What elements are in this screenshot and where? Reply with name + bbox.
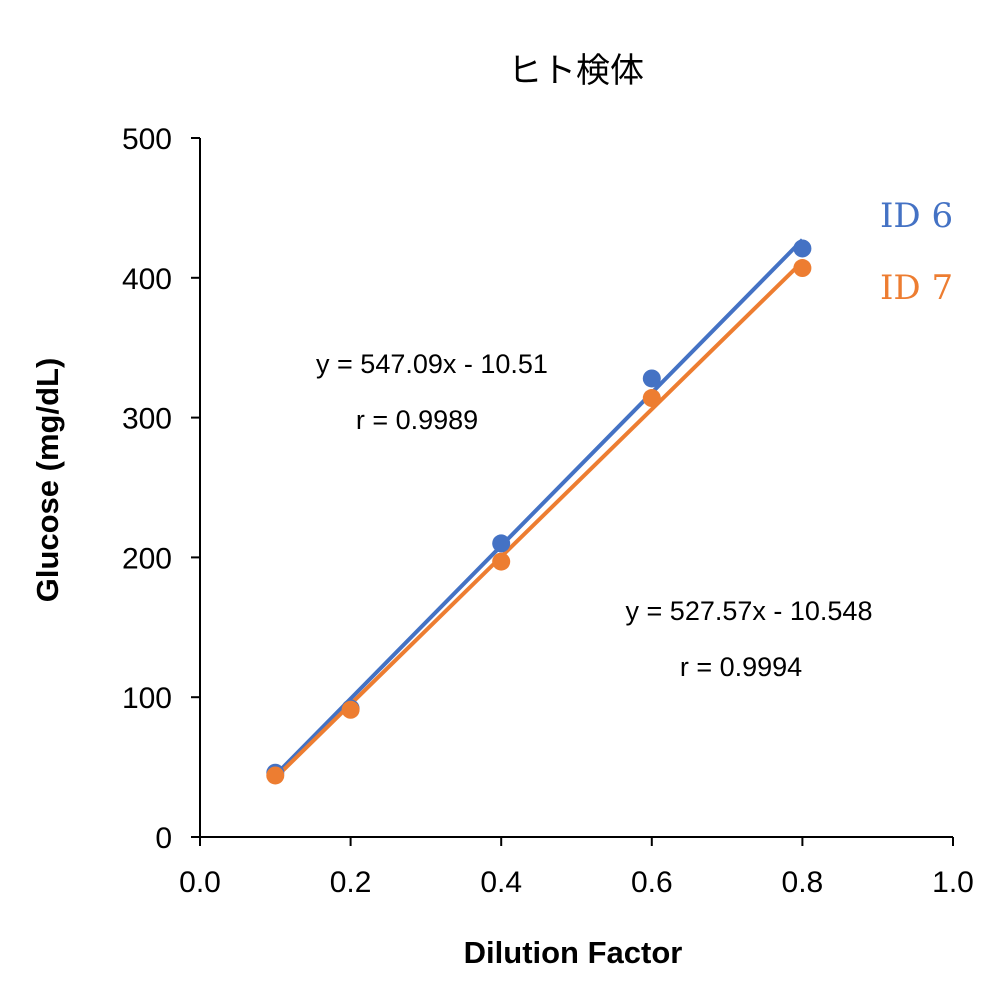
legend-id6: ID 6 bbox=[880, 196, 953, 236]
y-tick-label: 500 bbox=[122, 123, 172, 156]
y-tick-label: 200 bbox=[122, 542, 172, 575]
x-tick-label: 0.4 bbox=[480, 866, 522, 899]
data-point-id6 bbox=[793, 239, 812, 258]
x-tick-label: 0.8 bbox=[782, 866, 824, 899]
chart-title: ヒト検体 bbox=[508, 51, 644, 91]
data-point-id6 bbox=[642, 369, 661, 388]
points bbox=[266, 239, 812, 785]
ticks: 0 100 200 300 400 500 0.0 0.2 0.4 0.6 0.8 1.0 bbox=[122, 123, 974, 899]
x-axis-title: Dilution Factor bbox=[464, 935, 683, 970]
y-tick-label: 100 bbox=[122, 682, 172, 715]
trendline-id6 bbox=[273, 238, 804, 777]
x-tick-label: 1.0 bbox=[932, 866, 974, 899]
data-point-id7 bbox=[642, 389, 661, 408]
x-tick-label: 0.0 bbox=[179, 866, 221, 899]
data-point-id7 bbox=[266, 766, 285, 785]
equation-id7: y = 527.57x - 10.548 bbox=[626, 596, 873, 626]
data-point-id7 bbox=[492, 552, 511, 571]
y-axis-title: Glucose (mg/dL) bbox=[30, 358, 65, 603]
y-tick-label: 0 bbox=[155, 822, 172, 855]
equation-id6: y = 547.09x - 10.51 bbox=[316, 349, 548, 379]
legend-id7: ID 7 bbox=[880, 268, 953, 308]
data-point-id7 bbox=[341, 700, 360, 719]
x-tick-label: 0.6 bbox=[631, 866, 673, 899]
axes bbox=[199, 138, 953, 838]
r-value-id6: r = 0.9989 bbox=[356, 405, 478, 435]
trendlines bbox=[273, 238, 804, 780]
data-point-id7 bbox=[793, 259, 812, 278]
trendline-id7 bbox=[273, 260, 804, 780]
x-tick-label: 0.2 bbox=[330, 866, 372, 899]
y-tick-label: 300 bbox=[122, 403, 172, 436]
data-point-id6 bbox=[492, 534, 511, 553]
y-tick-label: 400 bbox=[122, 263, 172, 296]
r-value-id7: r = 0.9994 bbox=[680, 652, 802, 682]
